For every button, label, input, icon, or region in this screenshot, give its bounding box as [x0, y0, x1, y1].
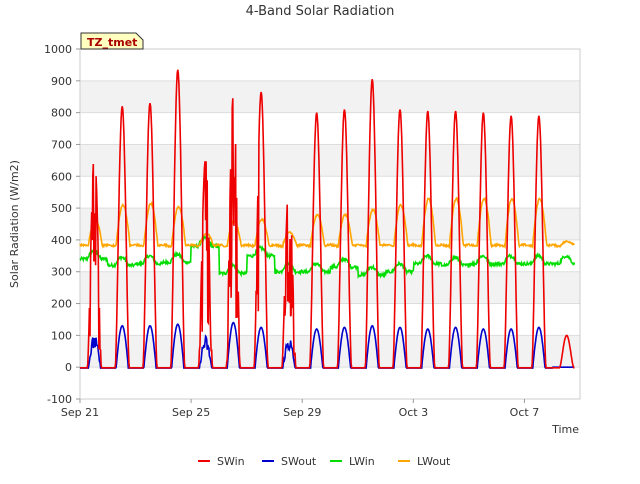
y-tick-label: -100 — [47, 393, 72, 406]
x-tick-label: Sep 25 — [172, 406, 210, 419]
legend-label-lwout: LWout — [417, 455, 451, 468]
legend-label-lwin: LWin — [349, 455, 375, 468]
plot-band — [80, 80, 580, 113]
y-tick-label: 900 — [51, 75, 72, 88]
legend-label-swin: SWin — [217, 455, 245, 468]
y-tick-label: 100 — [51, 329, 72, 342]
plot-band — [80, 144, 580, 177]
y-tick-label: 800 — [51, 107, 72, 120]
series-line-swin — [80, 69, 575, 369]
x-axis-ticks: Sep 21 Sep 25 Sep 29 Oct 3 Oct 7 — [61, 399, 539, 419]
series-lwin — [79, 234, 576, 280]
plot-band — [80, 271, 580, 304]
y-tick-label: 400 — [51, 234, 72, 247]
plot-frame — [79, 48, 581, 400]
legend: SWin SWout LWin LWout — [198, 455, 451, 468]
y-tick-label: 1000 — [44, 43, 72, 56]
plot-band — [80, 335, 580, 368]
series-lwout — [79, 196, 576, 250]
site-label-background — [80, 32, 144, 50]
plot-band — [80, 208, 580, 240]
plot-bands — [80, 48, 580, 400]
series-line-lwin — [79, 234, 576, 280]
site-label: TZ_tmet — [87, 36, 137, 49]
site-label-box: TZ_tmet — [80, 32, 144, 50]
y-axis-label: Solar Radiation (W/m2) — [8, 160, 21, 288]
y-tick-label: 300 — [51, 266, 72, 279]
x-tick-label: Sep 21 — [61, 406, 99, 419]
series-layer — [79, 69, 576, 369]
x-tick-label: Oct 7 — [510, 406, 540, 419]
y-tick-label: 500 — [51, 202, 72, 215]
legend-label-swout: SWout — [281, 455, 317, 468]
y-tick-label: 0 — [65, 361, 72, 374]
y-tick-label: 200 — [51, 298, 72, 311]
x-axis-label: Time — [551, 423, 579, 436]
y-axis-ticks: -100 0 100 200 300 400 500 600 700 800 900 1000 — [44, 43, 80, 406]
series-line-lwout — [79, 196, 576, 250]
y-tick-label: 600 — [51, 170, 72, 183]
series-swin — [80, 69, 575, 369]
x-tick-label: Oct 3 — [399, 406, 429, 419]
x-tick-label: Sep 29 — [283, 406, 321, 419]
chart-title: 4-Band Solar Radiation — [246, 4, 395, 19]
y-tick-label: 700 — [51, 138, 72, 151]
